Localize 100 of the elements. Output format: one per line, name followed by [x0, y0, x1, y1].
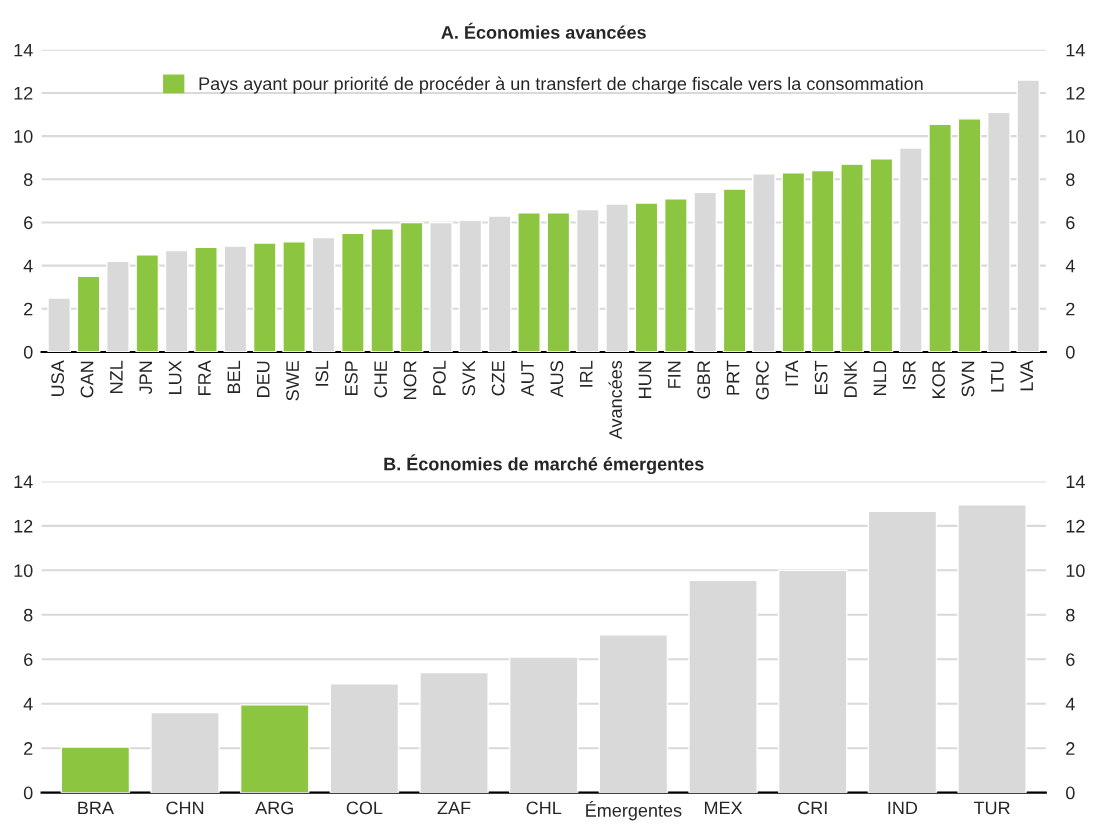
- bar: [781, 172, 806, 352]
- y2-tick-label: 10: [1066, 130, 1085, 143]
- x-tick-label: POL: [433, 360, 446, 395]
- x-tick-label: FIN: [668, 361, 681, 388]
- y2-tick-label: 4: [1065, 259, 1075, 273]
- x-tick-label: AUS: [550, 361, 564, 398]
- bar: [957, 118, 982, 352]
- y-tick-label: 10: [14, 130, 33, 143]
- x-tick-label: FRA: [198, 360, 211, 395]
- x-tick-label: BEL: [227, 360, 241, 393]
- x-tick-label: Avancées: [608, 360, 622, 440]
- bar: [60, 746, 131, 793]
- bar: [517, 212, 541, 352]
- x-tick-label: CHE: [374, 361, 388, 398]
- x-tick-label: DNK: [844, 360, 857, 397]
- x-tick-label: HUN: [638, 361, 652, 398]
- bar: [370, 228, 395, 352]
- bar: [239, 704, 310, 793]
- y-tick-label: 14: [14, 475, 33, 488]
- x-tick-label: ITA: [785, 360, 798, 386]
- x-tick-label: BRA: [78, 801, 114, 815]
- y-tick-label: 12: [14, 86, 33, 100]
- x-tick-label: CZE: [491, 361, 505, 396]
- bar: [76, 275, 101, 352]
- bar: [634, 202, 659, 352]
- y2-tick-label: 4: [1065, 697, 1075, 711]
- x-tick-label: USA: [51, 360, 65, 396]
- y-tick-label: 0: [23, 786, 33, 800]
- y-tick-label: 4: [23, 259, 33, 273]
- x-tick-label: MEX: [704, 801, 743, 815]
- x-tick-label: COL: [346, 801, 383, 815]
- y2-tick-label: 0: [1066, 786, 1075, 800]
- bar: [810, 169, 835, 352]
- bar: [664, 198, 688, 352]
- x-tick-label: NLD: [873, 361, 887, 395]
- x-tick-label: IND: [888, 801, 918, 815]
- bar: [252, 242, 277, 352]
- y2-tick-label: 6: [1066, 653, 1075, 666]
- y2-tick-label: 6: [1066, 216, 1075, 230]
- y-tick-label: 0: [23, 345, 33, 359]
- x-tick-label: ESP: [344, 361, 358, 395]
- x-tick-label: DEU: [257, 361, 270, 397]
- y2-tick-label: 0: [1066, 345, 1075, 359]
- x-tick-label: IRL: [580, 360, 593, 387]
- y-tick-label: 8: [23, 173, 33, 186]
- bar: [399, 221, 424, 352]
- y-tick-label: 6: [24, 653, 33, 666]
- y2-tick-label: 2: [1066, 302, 1075, 316]
- bar: [840, 163, 864, 352]
- bar: [722, 188, 747, 352]
- x-tick-label: ISR: [902, 361, 916, 389]
- legend-label: Pays ayant pour priorité de procéder à un transfert de charge fiscale vers la consommation: [199, 76, 923, 94]
- x-tick-label: AUT: [521, 360, 534, 397]
- x-tick-label: CHL: [526, 801, 562, 815]
- y2-tick-label: 14: [1066, 43, 1085, 57]
- x-tick-label: SVN: [961, 361, 975, 397]
- x-tick-label: KOR: [932, 361, 945, 398]
- chart-title: B. Économies de marché émergentes: [384, 454, 704, 475]
- y2-tick-label: 8: [1066, 608, 1075, 622]
- chart-title: A. Économies avancées: [441, 22, 646, 39]
- y2-tick-label: 10: [1066, 564, 1085, 578]
- x-tick-label: LVA: [1020, 360, 1033, 391]
- bar: [194, 246, 218, 352]
- x-tick-label: ZAF: [437, 801, 471, 815]
- x-tick-label: PRT: [726, 360, 740, 395]
- bar: [340, 232, 365, 352]
- x-tick-label: Émergentes: [586, 800, 682, 821]
- y-tick-label: 2: [24, 742, 33, 755]
- x-tick-label: LUX: [168, 360, 182, 394]
- y-tick-label: 6: [24, 216, 33, 230]
- bar: [928, 123, 953, 352]
- x-tick-label: CAN: [80, 361, 94, 398]
- x-tick-label: GBR: [697, 361, 711, 399]
- y-tick-label: 14: [14, 43, 33, 57]
- x-tick-label: TUR: [973, 801, 1010, 815]
- x-tick-label: EST: [814, 360, 828, 394]
- bar: [135, 254, 160, 352]
- x-tick-label: ISL: [315, 360, 329, 386]
- x-tick-label: CHN: [166, 801, 204, 815]
- bar: [869, 158, 894, 352]
- y2-tick-label: 8: [1066, 173, 1075, 186]
- y-tick-label: 12: [14, 519, 33, 533]
- x-tick-label: ARG: [255, 801, 293, 815]
- y-tick-label: 4: [23, 697, 33, 711]
- y2-tick-label: 14: [1066, 475, 1085, 488]
- bar: [546, 212, 571, 352]
- y2-tick-label: 12: [1066, 86, 1085, 100]
- y-tick-label: 10: [14, 564, 33, 578]
- x-tick-label: NOR: [403, 361, 417, 399]
- x-tick-label: NZL: [110, 360, 123, 393]
- x-tick-label: JPN: [139, 361, 153, 395]
- y2-tick-label: 12: [1066, 519, 1085, 533]
- y2-tick-label: 2: [1066, 742, 1075, 755]
- x-tick-label: LTU: [991, 361, 1004, 392]
- y-tick-label: 8: [23, 608, 33, 622]
- y-tick-label: 2: [24, 302, 33, 316]
- x-tick-label: CRI: [798, 801, 827, 815]
- x-tick-label: SWE: [286, 361, 299, 401]
- x-tick-label: SVK: [462, 360, 476, 396]
- x-tick-label: GRC: [756, 360, 769, 400]
